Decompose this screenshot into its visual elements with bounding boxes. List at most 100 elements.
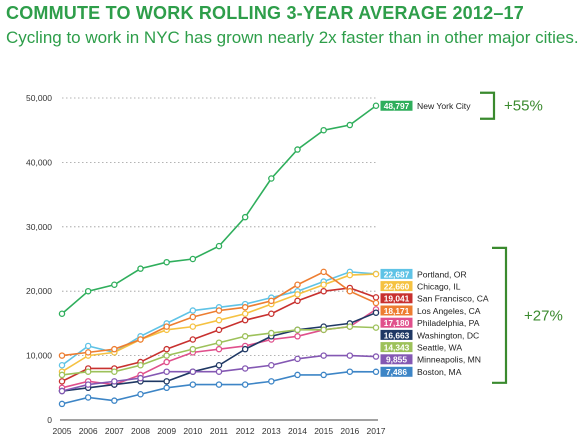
value-box: [379, 353, 414, 366]
series-name-label: Portland, OR: [417, 269, 467, 279]
series-chicago-il: [58, 270, 380, 375]
data-point: [215, 339, 223, 346]
value-label: 9,855: [386, 355, 407, 365]
end-label: 22,687 Portland, OR: [379, 267, 467, 280]
value-box: [379, 280, 414, 293]
data-point: [84, 381, 92, 388]
x-tick-label: 2009: [157, 426, 176, 436]
data-point: [111, 368, 118, 375]
x-tick-label: 2011: [210, 426, 229, 436]
data-point: [268, 329, 275, 337]
series-boston-ma: [58, 368, 380, 408]
x-tick-label: 2005: [53, 426, 72, 436]
x-tick-label: 2006: [79, 426, 98, 436]
value-label: 17,180: [384, 318, 410, 328]
end-label: 48,797 New York City: [379, 99, 471, 112]
data-point: [58, 362, 66, 369]
data-point: [320, 268, 327, 276]
axes: 0 10,000 20,000 30,000 40,000 50,000 2005 2006 2…: [26, 93, 386, 436]
value-label: 7,486: [386, 367, 407, 377]
data-point: [294, 355, 301, 363]
data-point: [241, 304, 249, 311]
data-point: [372, 102, 380, 109]
data-point: [268, 297, 275, 305]
data-point: [372, 299, 380, 307]
data-point: [320, 371, 327, 379]
brackets: +55% +27%: [480, 91, 563, 384]
series-name-label: Chicago, IL: [417, 281, 461, 291]
value-box: [379, 341, 414, 354]
end-label: 9,855 Minneapolis, MN: [379, 353, 481, 366]
value-box: [379, 267, 414, 280]
value-label: 19,041: [384, 294, 410, 304]
x-tick-label: 2017: [367, 426, 386, 436]
data-point: [268, 362, 275, 369]
x-tick-label: 2016: [340, 426, 359, 436]
data-point: [189, 307, 197, 314]
bottom-bracket: [492, 246, 508, 384]
data-point: [241, 345, 249, 353]
data-point: [189, 255, 197, 263]
data-point: [294, 146, 301, 153]
data-point: [268, 378, 275, 385]
data-point: [163, 345, 170, 353]
series-minneapolis-mn: [58, 352, 380, 395]
top-bracket-label: +55%: [504, 98, 543, 115]
data-point: [189, 381, 197, 388]
bottom-bracket-label: +27%: [524, 307, 563, 324]
end-label: 16,663 Washington, DC: [379, 328, 479, 341]
data-point: [294, 297, 301, 305]
series-name-label: San Francisco, CA: [417, 294, 489, 304]
data-point: [320, 326, 327, 334]
value-label: 14,343: [384, 342, 410, 352]
data-point: [241, 213, 249, 221]
data-point: [215, 362, 223, 369]
data-point: [84, 287, 92, 295]
data-point: [241, 310, 249, 317]
series-name-label: Los Angeles, CA: [417, 306, 481, 316]
x-tick-label: 2013: [262, 426, 281, 436]
value-label: 22,660: [384, 281, 410, 291]
data-point: [215, 326, 223, 334]
data-point: [320, 126, 327, 134]
series-name-label: Boston, MA: [417, 367, 462, 377]
value-box: [379, 328, 414, 341]
series-name-label: Washington, DC: [417, 330, 479, 340]
data-point: [372, 294, 380, 301]
value-label: 48,797: [384, 101, 410, 111]
value-box: [379, 292, 414, 305]
data-point: [215, 381, 223, 388]
data-point: [241, 381, 249, 388]
data-point: [372, 368, 380, 376]
data-point: [372, 353, 380, 360]
data-point: [137, 265, 144, 272]
data-point: [58, 371, 66, 379]
data-point: [137, 374, 144, 382]
data-point: [294, 291, 301, 298]
data-point: [163, 352, 170, 359]
end-label: 7,486 Boston, MA: [379, 365, 462, 378]
value-box: [379, 99, 414, 112]
data-point: [189, 336, 197, 343]
data-point: [163, 368, 170, 375]
data-point: [346, 287, 354, 295]
top-bracket: [480, 91, 496, 120]
data-point: [320, 352, 327, 359]
data-point: [215, 242, 223, 250]
data-point: [111, 281, 118, 289]
data-point: [215, 368, 223, 375]
data-point: [346, 368, 354, 375]
legend-labels: 48,797 New York City 22,687 Portland, OR22,…: [379, 99, 489, 378]
data-point: [241, 365, 249, 372]
data-point: [189, 345, 197, 353]
data-point: [58, 400, 66, 408]
data-point: [58, 310, 66, 317]
y-tick-label: 20,000: [26, 286, 52, 296]
data-point: [268, 175, 275, 182]
data-point: [163, 378, 170, 385]
data-point: [137, 362, 144, 369]
data-point: [241, 333, 249, 340]
end-label: 17,180 Philadelphia, PA: [379, 316, 480, 329]
series-layer: [58, 102, 380, 408]
data-point: [268, 310, 275, 317]
